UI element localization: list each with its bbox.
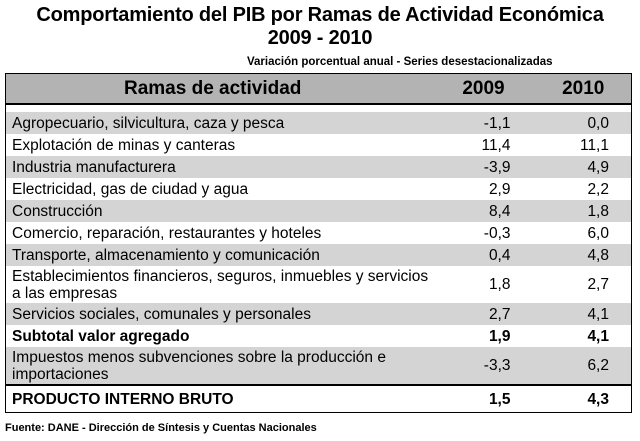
row-value-2010: 2,2 xyxy=(587,180,609,198)
row-name: Establecimientos financieros, seguros, i… xyxy=(12,267,429,302)
table-title-years: 2009 - 2010 xyxy=(267,27,373,49)
row-name: Agropecuario, silvicultura, caza y pesca xyxy=(5,112,432,134)
row-value-2009: -3,3 xyxy=(431,347,536,386)
row-name: Electricidad, gas de ciudad y agua xyxy=(12,180,249,198)
table-row: Impuestos menos subvenciones sobre la pr… xyxy=(5,347,632,386)
table-row-subtotal: Subtotal valor agregado 1,9 4,1 xyxy=(6,325,632,347)
table-row: Establecimientos financieros, seguros, i… xyxy=(6,266,632,303)
header-ramas: Ramas de actividad xyxy=(5,73,432,105)
row-name: PRODUCTO INTERNO BRUTO xyxy=(12,390,234,408)
table-subtitle: Variación porcentual anual - Series dese… xyxy=(247,56,553,68)
table-row: Explotación de minas y canteras 11,4 11,… xyxy=(6,134,632,156)
table-header-row: Ramas de actividad 2009 2010 xyxy=(5,73,632,105)
row-value-2010: 4,8 xyxy=(535,244,632,266)
table-spacer xyxy=(6,104,632,112)
row-value-2009: 11,4 xyxy=(481,136,511,154)
row-name: Construcción xyxy=(5,200,432,222)
table-row: Comercio, reparación, restaurantes y hot… xyxy=(6,222,632,244)
table-row: Servicios sociales, comunales y personal… xyxy=(5,303,632,325)
row-value-2010: 4,9 xyxy=(535,156,632,178)
row-value-2010: 4,1 xyxy=(587,327,609,345)
row-value-2009: 1,5 xyxy=(488,390,511,408)
source-note: Fuente: DANE - Dirección de Síntesis y C… xyxy=(5,422,317,434)
row-name: Industria manufacturera xyxy=(5,156,432,178)
row-value-2010: 6,2 xyxy=(535,347,632,386)
row-name: Subtotal valor agregado xyxy=(12,327,190,345)
row-value-2009: 0,4 xyxy=(431,244,536,266)
row-value-2010: 6,0 xyxy=(587,224,609,242)
row-value-2009: -3,9 xyxy=(431,156,536,178)
row-value-2009: 1,8 xyxy=(488,276,511,293)
header-2010: 2010 xyxy=(535,73,632,105)
row-value-2009: 8,4 xyxy=(431,200,536,222)
row-name: Impuestos menos subvenciones sobre la pr… xyxy=(5,347,432,386)
gdp-table: Ramas de actividad 2009 2010 Agropecuari… xyxy=(5,73,632,413)
row-value-2010: 0,0 xyxy=(535,112,632,134)
table-row: Transporte, almacenamiento y comunicació… xyxy=(5,244,632,266)
row-value-2010: 4,3 xyxy=(587,390,609,408)
table-row: Industria manufacturera -3,9 4,9 xyxy=(5,156,632,178)
row-value-2010: 2,7 xyxy=(587,276,609,293)
table-row: Electricidad, gas de ciudad y agua 2,9 2… xyxy=(6,178,632,200)
row-value-2009: 2,7 xyxy=(431,303,536,325)
table-row-total: PRODUCTO INTERNO BRUTO 1,5 4,3 xyxy=(6,385,632,413)
row-name: Comercio, reparación, restaurantes y hot… xyxy=(12,224,322,242)
row-value-2009: -1,1 xyxy=(431,112,536,134)
row-value-2009: 1,9 xyxy=(488,327,511,345)
row-value-2010: 1,8 xyxy=(535,200,632,222)
row-name: Explotación de minas y canteras xyxy=(12,136,236,154)
row-name: Servicios sociales, comunales y personal… xyxy=(5,303,432,325)
row-name: Transporte, almacenamiento y comunicació… xyxy=(5,244,432,266)
row-value-2010: 4,1 xyxy=(535,303,632,325)
row-value-2010: 11,1 xyxy=(579,136,609,154)
row-value-2009: -0,3 xyxy=(483,224,511,242)
table-title: Comportamiento del PIB por Ramas de Acti… xyxy=(36,4,604,26)
table-row: Agropecuario, silvicultura, caza y pesca… xyxy=(5,112,632,134)
row-value-2009: 2,9 xyxy=(488,180,511,198)
header-2009: 2009 xyxy=(431,73,536,105)
table-row: Construcción 8,4 1,8 xyxy=(5,200,632,222)
